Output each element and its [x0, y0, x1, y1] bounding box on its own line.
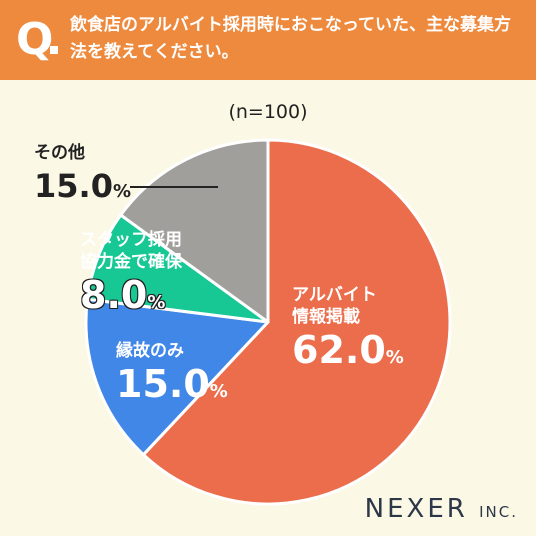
- value-enko: 15.0: [116, 362, 210, 406]
- label-arubaito-joho: アルバイト 情報掲載 62.0%: [292, 285, 404, 372]
- slice-sonota: [119, 138, 270, 324]
- slice-arubaito-joho: [141, 138, 452, 506]
- question-header: Q 飲食店のアルバイト採用時におこなっていた、主な募集方法を教えてください。: [0, 0, 536, 80]
- sonota-leader-line: [130, 186, 218, 188]
- nexer-logo: NEXER INC.: [364, 494, 518, 524]
- label-staff-saiyo: スタッフ採用 協力金で確保 8.0%: [80, 230, 182, 317]
- sample-size-label: (n=100): [228, 101, 308, 123]
- q-mark: Q: [16, 14, 54, 65]
- value-arubaito-joho: 62.0: [292, 328, 386, 372]
- value-sonota: 15.0: [34, 167, 113, 205]
- question-text: 飲食店のアルバイト採用時におこなっていた、主な募集方法を教えてください。: [70, 15, 511, 62]
- value-staff-saiyo: 8.0: [80, 273, 148, 317]
- q-dot: [50, 46, 58, 54]
- slice-enko: [84, 297, 270, 457]
- label-enko: 縁故のみ 15.0%: [116, 341, 228, 406]
- label-sonota: その他 15.0%: [34, 143, 131, 205]
- slice-staff-saiyo: [85, 213, 270, 324]
